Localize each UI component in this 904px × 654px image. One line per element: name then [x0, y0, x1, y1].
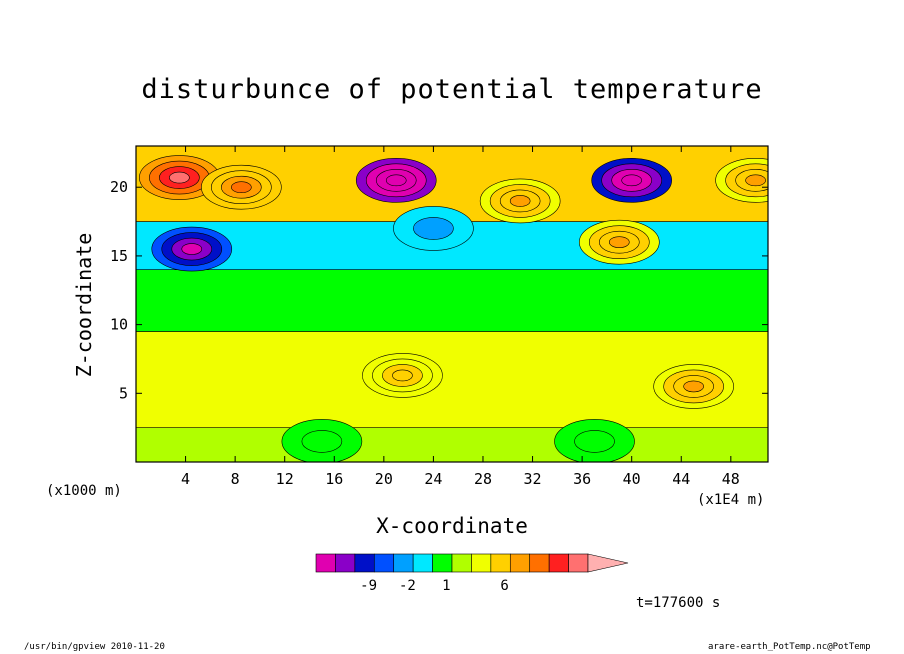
footer-left: /usr/bin/gpview 2010-11-20: [24, 642, 165, 652]
colorbar-label: -9: [360, 578, 377, 594]
colorbar-cell: [373, 553, 395, 573]
colorbar-cell: [393, 553, 414, 573]
contour-field: [136, 146, 768, 462]
x-tick-label: 4: [181, 470, 190, 488]
colorbar-cell: [509, 553, 531, 573]
colorbar-cell: [354, 553, 375, 573]
y-tick-label: 15: [110, 247, 128, 265]
colorbar-cell: [451, 553, 472, 573]
contour-feature: [181, 243, 203, 255]
y-axis-unit: (x1000 m): [46, 483, 122, 499]
contour-feature: [608, 236, 630, 248]
contour-feature: [231, 181, 252, 194]
y-tick-label: 10: [110, 316, 128, 334]
colorbar-extension: [587, 553, 629, 573]
colorbar-cell: [568, 553, 589, 573]
x-tick-label: 16: [325, 470, 343, 488]
colorbar-cell: [529, 553, 550, 573]
x-tick-label: 32: [524, 470, 542, 488]
colorbar-label: 1: [442, 578, 450, 594]
contour-feature: [683, 380, 704, 393]
colorbar: -9 -2 1 6: [315, 553, 629, 594]
colorbar-cell: [471, 553, 492, 573]
x-tick-label: 12: [276, 470, 294, 488]
y-tick-label: 20: [110, 178, 128, 196]
field-band: [136, 269, 768, 332]
time-label: t=177600 s: [636, 595, 721, 611]
colorbar-cell: [315, 553, 336, 573]
contour-feature: [413, 217, 454, 240]
colorbar-cell: [335, 553, 356, 573]
colorbar-cell: [432, 553, 453, 573]
plot-frame: [135, 145, 769, 463]
x-tick-label: 20: [375, 470, 393, 488]
contour-feature: [301, 430, 343, 453]
contour-feature: [392, 369, 413, 382]
field-band: [136, 427, 768, 462]
x-tick-label: 40: [623, 470, 641, 488]
x-tick-label: 24: [424, 470, 442, 488]
colorbar-label: 6: [500, 578, 508, 594]
contour-feature: [574, 430, 615, 453]
colorbar-label: -2: [399, 578, 416, 594]
x-tick-label: 28: [474, 470, 492, 488]
x-tick-label: 44: [672, 470, 690, 488]
contour-feature: [745, 174, 766, 187]
y-tick-label: 5: [119, 384, 128, 402]
x-axis-unit: (x1E4 m): [697, 492, 765, 508]
contour-feature: [169, 171, 190, 184]
colorbar-cell: [412, 553, 433, 573]
chart-title: disturbunce of potential temperature: [141, 74, 763, 105]
contour-feature: [385, 174, 407, 187]
contour-feature: [509, 195, 531, 207]
x-axis-label: X-coordinate: [376, 514, 528, 538]
contour-feature: [621, 174, 642, 187]
x-tick-label: 48: [722, 470, 740, 488]
x-tick-label: 8: [231, 470, 240, 488]
x-axis: 4 8 12 16 20 24 28 32 36 40 44 48: [181, 146, 740, 488]
footer-right: arare-earth_PotTemp.nc@PotTemp: [708, 642, 871, 652]
y-axis: 5 10 15 20: [110, 178, 768, 402]
colorbar-cell: [490, 553, 511, 573]
x-tick-label: 36: [573, 470, 591, 488]
colorbar-cell: [548, 553, 569, 573]
